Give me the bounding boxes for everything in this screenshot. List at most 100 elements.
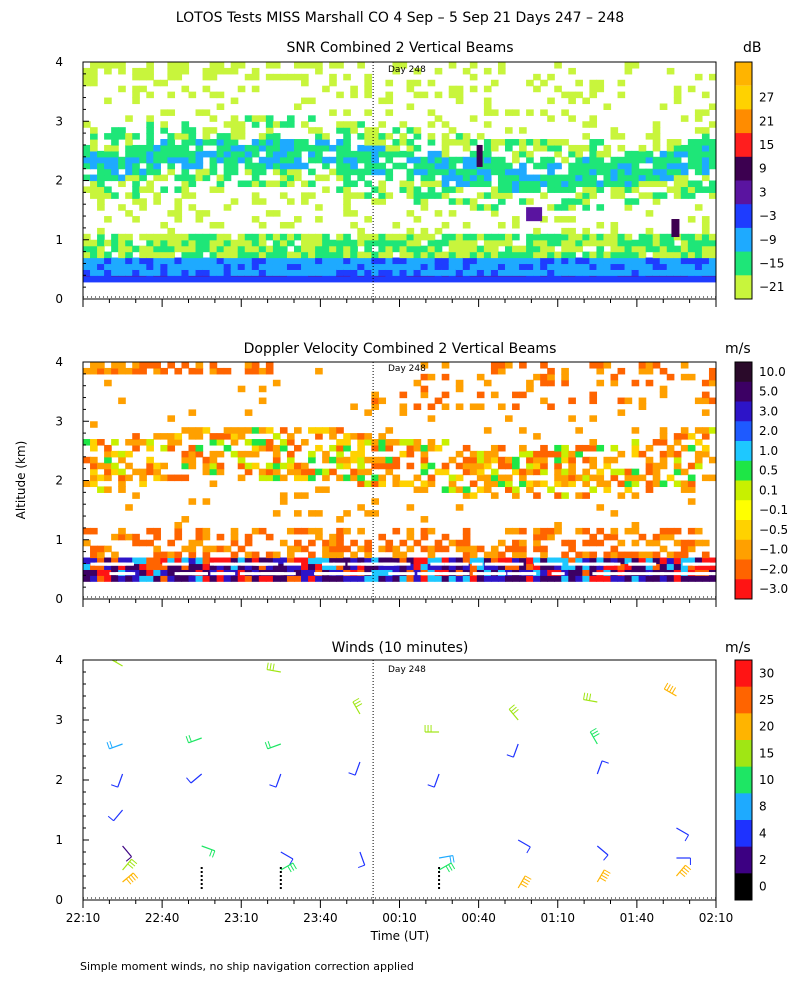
doppler-cell (582, 569, 590, 576)
snr-cell (505, 263, 513, 270)
doppler-cell (582, 444, 590, 452)
snr-cell (680, 174, 689, 182)
snr-cell (441, 239, 450, 247)
snr-cell (167, 251, 176, 259)
doppler-cell (350, 557, 358, 565)
snr-cell (399, 263, 408, 270)
snr-cell (575, 174, 583, 182)
snr-cell (90, 73, 98, 81)
snr-cell (589, 91, 598, 99)
snr-cell (413, 269, 422, 276)
snr-cell (617, 133, 626, 140)
wind-barb-flag (130, 874, 136, 881)
snr-cell (540, 192, 548, 199)
doppler-cell (251, 462, 260, 470)
wind-barb-flag (125, 856, 132, 862)
snr-cell (244, 251, 253, 259)
snr-cell (519, 174, 527, 182)
snr-cell (336, 251, 344, 259)
doppler-cell (202, 456, 211, 464)
snr-cell (462, 174, 471, 182)
snr-cell (610, 186, 619, 193)
snr-cell (441, 150, 450, 158)
snr-cell (378, 251, 387, 259)
doppler-cell (469, 462, 478, 470)
doppler-cell (701, 397, 710, 405)
doppler-cell (385, 456, 394, 464)
snr-cell (315, 62, 323, 69)
snr-cell (209, 221, 218, 229)
doppler-cell (490, 474, 499, 482)
snr-cell (708, 103, 716, 110)
doppler-cell (490, 551, 499, 559)
snr-cell (160, 150, 168, 158)
doppler-cell (554, 474, 562, 482)
snr-cell (406, 156, 415, 164)
snr-cell (223, 162, 232, 170)
snr-cell (708, 180, 716, 188)
doppler-cell (104, 450, 112, 458)
snr-cell (441, 257, 450, 265)
snr-cell (139, 174, 147, 182)
snr-cell (462, 180, 471, 188)
snr-cell (406, 85, 415, 93)
doppler-cell (230, 551, 239, 559)
snr-cell (617, 91, 626, 99)
doppler-cell (181, 557, 190, 565)
snr-cell (385, 156, 394, 164)
doppler-cell (476, 474, 485, 482)
doppler-cell (540, 450, 548, 458)
doppler-cell (371, 397, 379, 405)
snr-cell (575, 162, 583, 170)
snr-cell (624, 257, 633, 265)
snr-cell (174, 239, 183, 247)
snr-cell (666, 233, 675, 241)
snr-cell (90, 263, 98, 270)
snr-cell (308, 168, 316, 176)
snr-cell (230, 263, 239, 270)
snr-cell (582, 156, 590, 164)
doppler-cell (455, 385, 464, 393)
snr-cell (301, 79, 309, 87)
surface-marker (438, 883, 441, 885)
doppler-cell (97, 367, 105, 375)
snr-cell (272, 133, 281, 140)
snr-cell (392, 67, 401, 75)
snr-cell (708, 245, 716, 253)
snr-cell (666, 245, 675, 253)
doppler-cell (258, 397, 267, 405)
doppler-cell (223, 557, 232, 565)
snr-cell (90, 144, 98, 152)
doppler-cell (97, 569, 105, 576)
snr-cell (687, 245, 696, 253)
snr-cell (575, 233, 583, 241)
doppler-cell (111, 468, 119, 476)
snr-cell (315, 263, 323, 270)
snr-cell (687, 239, 696, 247)
snr-cell (659, 150, 668, 158)
doppler-cell (659, 527, 668, 535)
doppler-cell (476, 403, 485, 410)
doppler-cell (561, 450, 569, 458)
doppler-cell (230, 450, 239, 458)
snr-cell (272, 139, 281, 146)
snr-cell (251, 85, 260, 93)
snr-cell (111, 168, 119, 176)
snr-cell (125, 162, 133, 170)
snr-cell (90, 79, 98, 87)
doppler-cell (265, 563, 274, 570)
snr-cell (83, 162, 91, 170)
snr-cell (209, 245, 218, 253)
doppler-cell (659, 439, 668, 446)
snr-cell (603, 239, 612, 247)
doppler-cell (167, 557, 176, 565)
doppler-cell (230, 527, 239, 535)
snr-cell (547, 144, 555, 152)
doppler-cell (603, 462, 612, 470)
doppler-cell (286, 575, 295, 582)
wind-barb (508, 708, 519, 721)
snr-cell (90, 186, 98, 193)
snr-cell (610, 180, 619, 188)
snr-cell (448, 156, 457, 164)
snr-cell (406, 257, 415, 265)
